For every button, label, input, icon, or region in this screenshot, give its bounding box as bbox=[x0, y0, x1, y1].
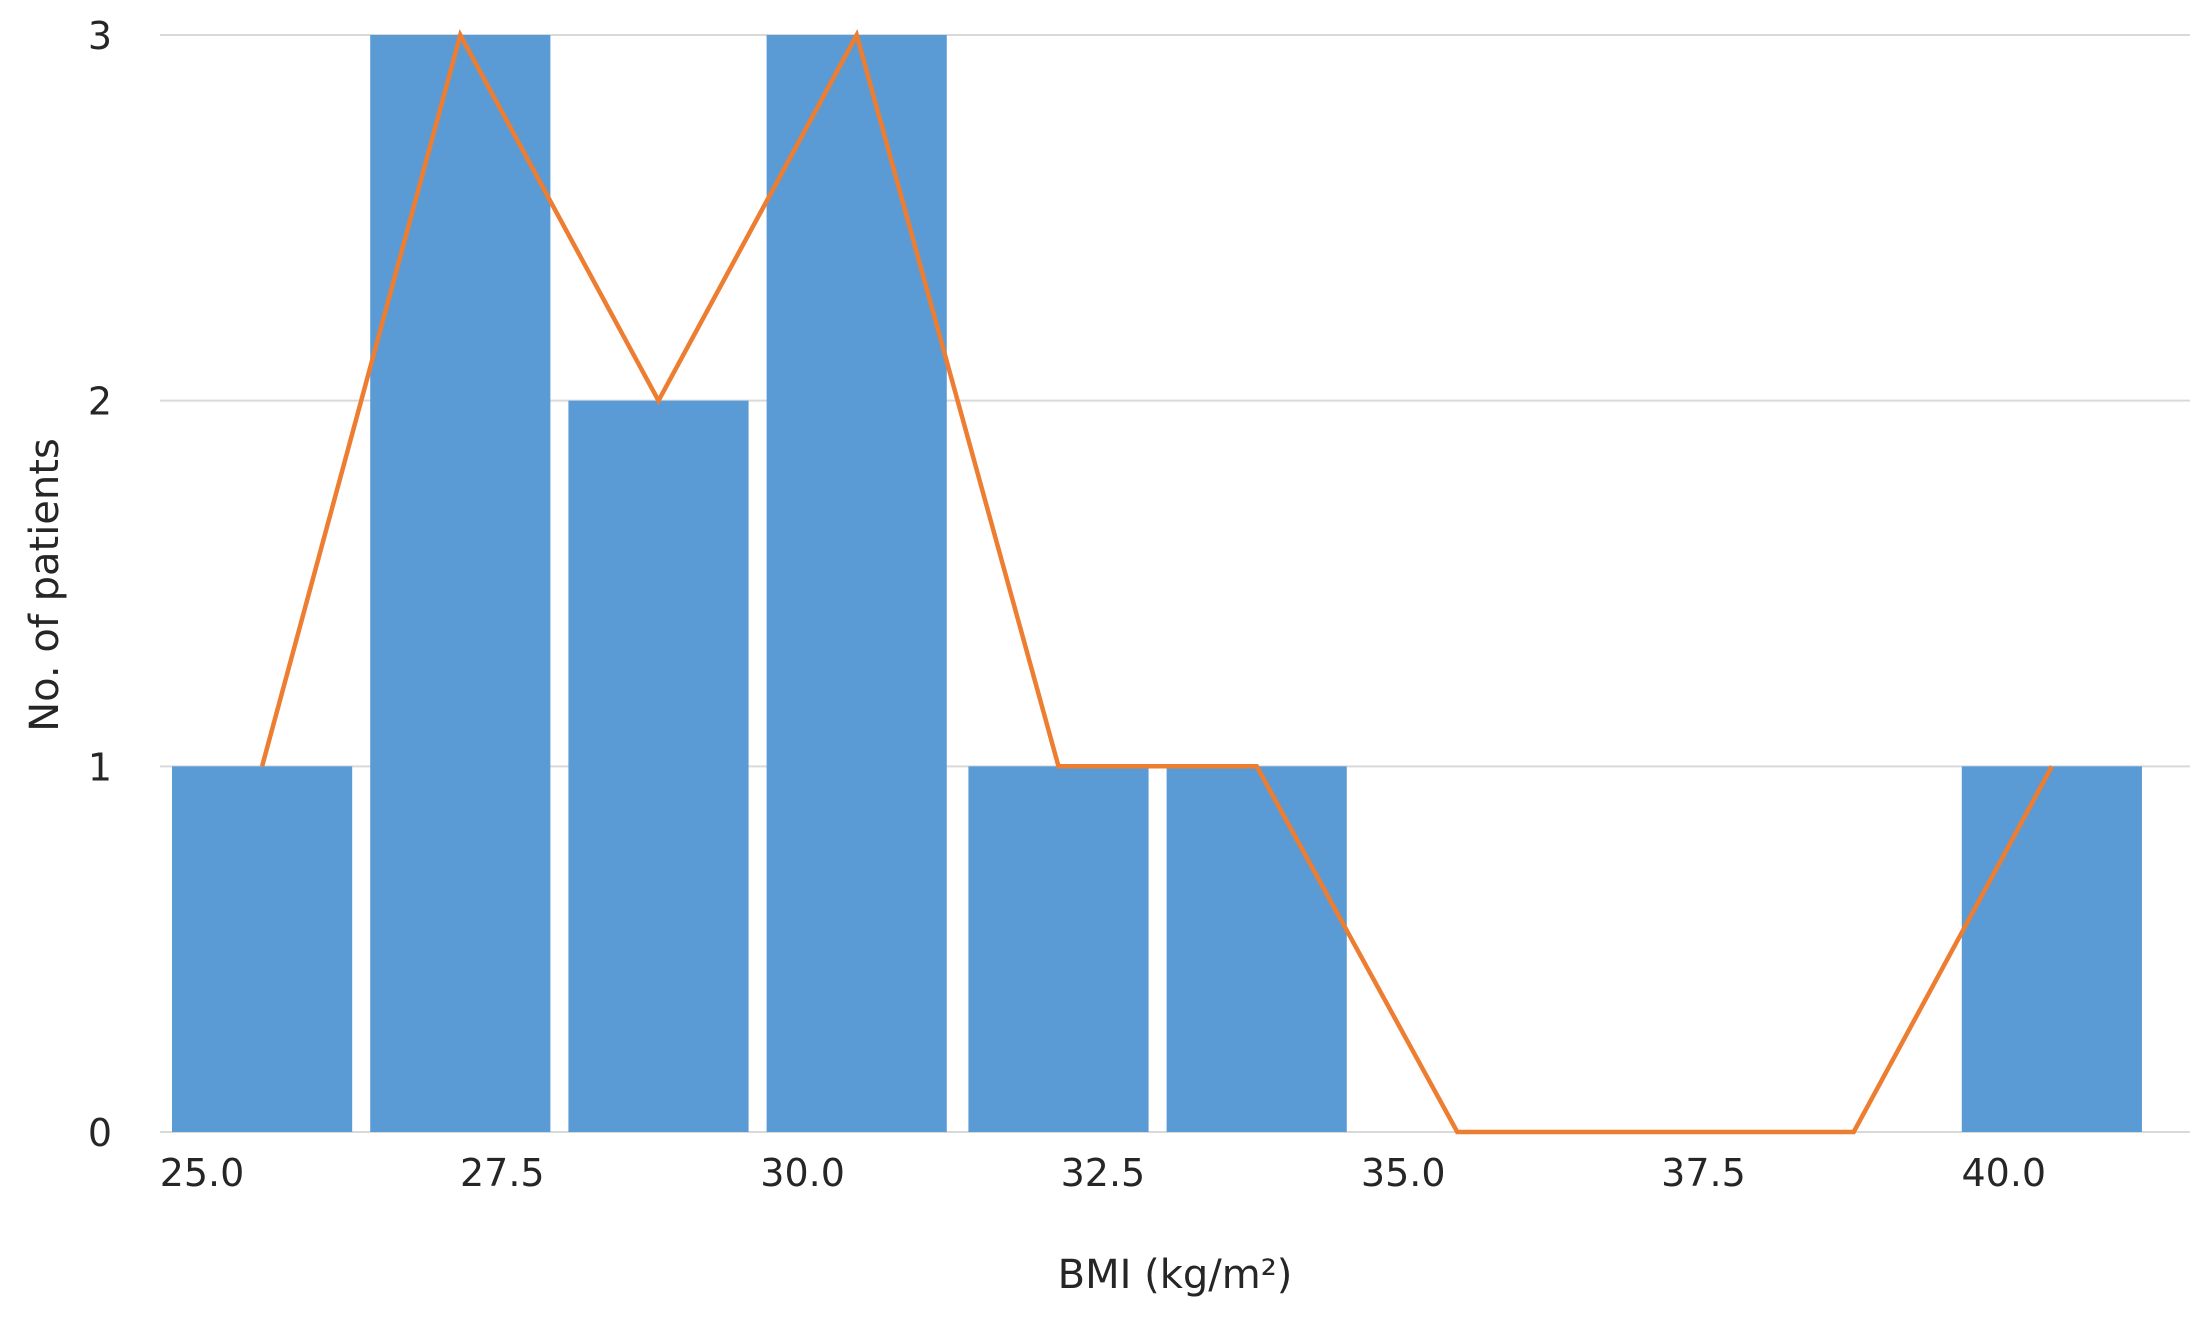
bar-4 bbox=[766, 35, 947, 1132]
bar-7 bbox=[1961, 766, 2142, 1132]
x-tick-label: 32.5 bbox=[1061, 1151, 1146, 1195]
frequency-polygon bbox=[259, 28, 2054, 1135]
bar-6 bbox=[1166, 766, 1347, 1132]
y-axis-ticks: 0 1 2 3 bbox=[88, 14, 112, 1155]
frequency-line bbox=[259, 28, 2054, 1135]
x-tick-label: 30.0 bbox=[760, 1151, 845, 1195]
y-tick-label: 3 bbox=[88, 14, 112, 58]
x-tick-label: 25.0 bbox=[160, 1151, 245, 1195]
x-axis-ticks: 25.0 27.5 30.0 32.5 35.0 37.5 40.0 bbox=[160, 1151, 2046, 1195]
bar-3 bbox=[568, 400, 749, 1133]
x-tick-label: 27.5 bbox=[460, 1151, 545, 1195]
x-tick-label: 37.5 bbox=[1661, 1151, 1746, 1195]
x-axis-label: BMI (kg/m²) bbox=[1058, 1252, 1293, 1298]
bar-5 bbox=[968, 766, 1149, 1132]
bar-2 bbox=[370, 35, 551, 1132]
y-tick-label: 1 bbox=[88, 745, 112, 789]
x-tick-label: 35.0 bbox=[1361, 1151, 1446, 1195]
bar-1 bbox=[172, 766, 353, 1132]
bars bbox=[172, 35, 2142, 1133]
y-tick-label: 2 bbox=[88, 380, 112, 424]
y-axis-label: No. of patients bbox=[22, 438, 68, 732]
y-tick-label: 0 bbox=[88, 1111, 112, 1155]
x-tick-label: 40.0 bbox=[1961, 1151, 2046, 1195]
